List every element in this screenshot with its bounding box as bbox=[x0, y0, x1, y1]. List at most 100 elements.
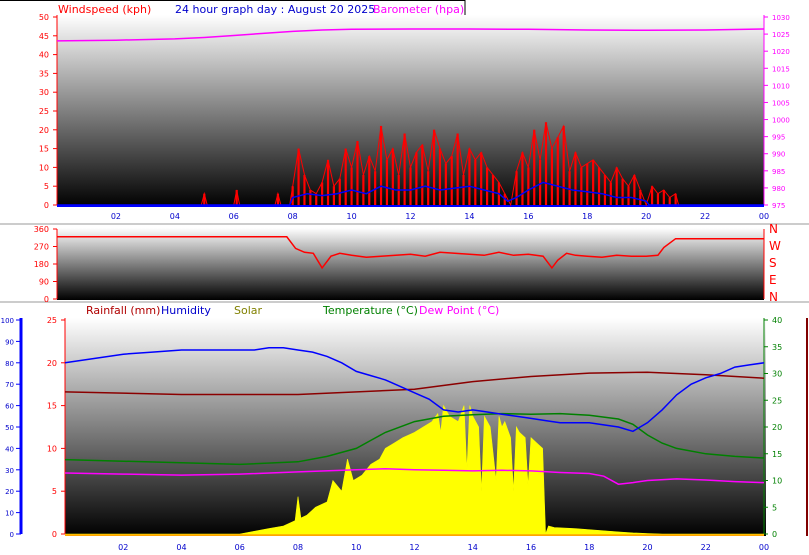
barometer-y-tick-label: 1010 bbox=[772, 82, 790, 90]
bottom-x-tick-label: 22 bbox=[701, 543, 711, 552]
compass-label: E bbox=[769, 273, 777, 287]
rainfall-y-tick-label: 20 bbox=[47, 359, 57, 368]
rainfall-y-tick-label: 15 bbox=[47, 402, 57, 411]
wind-direction-line bbox=[57, 236, 764, 270]
direction-y-tick-label: 90 bbox=[39, 278, 49, 287]
bottom-x-tick-label: 18 bbox=[584, 543, 594, 552]
bottom-x-tick-label: 16 bbox=[526, 543, 536, 552]
humidity-y-tick-label: 80 bbox=[5, 360, 14, 368]
barometer-line bbox=[56, 28, 765, 42]
wind-x-tick-label: 10 bbox=[346, 212, 356, 221]
bottom-x-tick-label: 20 bbox=[642, 543, 652, 552]
bottom-x-tick-label: 02 bbox=[118, 543, 128, 552]
barometer-y-tick-label: 980 bbox=[772, 185, 785, 193]
bottom-x-tick-label: 04 bbox=[176, 543, 186, 552]
wind-y-tick-label: 5 bbox=[44, 182, 49, 191]
bottom-x-tick-label: 12 bbox=[409, 543, 419, 552]
barometer-y-tick-label: 975 bbox=[772, 202, 785, 210]
humidity-y-tick-label: 40 bbox=[5, 445, 14, 453]
temperature-y-tick-label: 20 bbox=[772, 423, 782, 432]
wind-y-tick-label: 0 bbox=[44, 201, 49, 210]
direction-y-tick-label: 180 bbox=[34, 260, 49, 269]
humidity-y-tick-label: 50 bbox=[5, 424, 14, 432]
wind-y-tick-label: 35 bbox=[39, 69, 49, 78]
barometer-y-tick-label: 1015 bbox=[772, 65, 790, 73]
humidity-y-tick-label: 70 bbox=[5, 381, 14, 389]
bottom-legend-label: Temperature (°C) bbox=[322, 304, 418, 317]
barometer-y-tick-label: 1025 bbox=[772, 31, 790, 39]
temperature-y-tick-label: 30 bbox=[772, 370, 782, 379]
wind-x-tick-label: 16 bbox=[523, 212, 533, 221]
temperature-y-tick-label: 0 bbox=[772, 530, 777, 539]
bottom-legend-label: Dew Point (°C) bbox=[419, 304, 499, 317]
humidity-y-tick-label: 0 bbox=[10, 531, 14, 539]
bottom-x-tick-label: 06 bbox=[235, 543, 245, 552]
humidity-y-tick-label: 90 bbox=[5, 338, 14, 346]
compass-label: N bbox=[769, 222, 778, 236]
bottom-x-tick-label: 14 bbox=[468, 543, 478, 552]
rainfall-y-tick-label: 25 bbox=[47, 316, 57, 325]
labels-layer: 0510152025303540455097598098599099510001… bbox=[1, 13, 790, 552]
wind-y-tick-label: 45 bbox=[39, 32, 49, 41]
rainfall-line bbox=[64, 371, 765, 396]
wind-x-tick-label: 22 bbox=[700, 212, 710, 221]
direction-y-tick-label: 360 bbox=[34, 225, 49, 234]
temperature-line bbox=[64, 412, 765, 466]
temperature-y-tick-label: 15 bbox=[772, 450, 782, 459]
bottom-x-tick-label: 00 bbox=[759, 543, 769, 552]
wind-x-tick-label: 12 bbox=[405, 212, 415, 221]
wind-x-tick-label: 20 bbox=[641, 212, 651, 221]
barometer-y-tick-label: 1020 bbox=[772, 48, 790, 56]
dew-point-line bbox=[64, 467, 765, 485]
bottom-legend-label: Rainfall (mm) bbox=[86, 304, 160, 317]
wind-x-tick-label: 08 bbox=[288, 212, 298, 221]
compass-label: W bbox=[769, 239, 781, 253]
direction-y-tick-label: 270 bbox=[34, 243, 49, 252]
humidity-line bbox=[64, 347, 765, 433]
average-wind-line bbox=[57, 181, 764, 206]
wind-y-tick-label: 40 bbox=[39, 51, 49, 60]
wind-y-tick-label: 25 bbox=[39, 107, 49, 116]
temperature-y-tick-label: 10 bbox=[772, 477, 782, 486]
wind-x-tick-label: 04 bbox=[170, 212, 180, 221]
temperature-y-tick-label: 40 bbox=[772, 316, 782, 325]
wind-y-tick-label: 20 bbox=[39, 126, 49, 135]
wind-y-tick-label: 15 bbox=[39, 145, 49, 154]
barometer-y-tick-label: 990 bbox=[772, 151, 785, 159]
bottom-legend-label: Humidity bbox=[161, 304, 211, 317]
barometer-y-tick-label: 1000 bbox=[772, 117, 790, 125]
barometer-y-tick-label: 1030 bbox=[772, 14, 790, 22]
humidity-y-tick-label: 20 bbox=[5, 488, 14, 496]
humidity-y-tick-label: 100 bbox=[1, 317, 14, 325]
wind-x-tick-label: 18 bbox=[582, 212, 592, 221]
compass-label: S bbox=[769, 256, 777, 270]
series-layer bbox=[56, 28, 765, 535]
barometer-axis-label: Barometer (hpa) bbox=[373, 3, 464, 16]
wind-y-tick-label: 50 bbox=[39, 13, 49, 22]
windspeed-spikes bbox=[203, 122, 677, 205]
bottom-x-tick-label: 08 bbox=[293, 543, 303, 552]
windspeed-line bbox=[57, 122, 764, 207]
rainfall-y-tick-label: 10 bbox=[47, 444, 57, 453]
wind-x-tick-label: 02 bbox=[111, 212, 121, 221]
wind-x-tick-label: 14 bbox=[464, 212, 474, 221]
humidity-y-tick-label: 30 bbox=[5, 467, 14, 475]
barometer-y-tick-label: 985 bbox=[772, 168, 785, 176]
wind-x-tick-label: 00 bbox=[759, 212, 769, 221]
wind-x-tick-label: 06 bbox=[229, 212, 239, 221]
humidity-y-tick-label: 10 bbox=[5, 510, 14, 518]
barometer-y-tick-label: 995 bbox=[772, 134, 785, 142]
rainfall-y-tick-label: 0 bbox=[52, 530, 57, 539]
bottom-legend-label: Solar bbox=[234, 304, 263, 317]
bottom-x-tick-label: 10 bbox=[351, 543, 361, 552]
temperature-y-tick-label: 5 bbox=[772, 503, 777, 512]
wind-y-tick-label: 30 bbox=[39, 88, 49, 97]
humidity-y-tick-label: 60 bbox=[5, 403, 14, 411]
direction-y-tick-label: 0 bbox=[44, 295, 49, 304]
windspeed-axis-label: Windspeed (kph) bbox=[58, 3, 151, 16]
chart-title: 24 hour graph day : August 20 2025 bbox=[175, 3, 375, 16]
wind-y-tick-label: 10 bbox=[39, 163, 49, 172]
temperature-y-tick-label: 25 bbox=[772, 396, 782, 405]
